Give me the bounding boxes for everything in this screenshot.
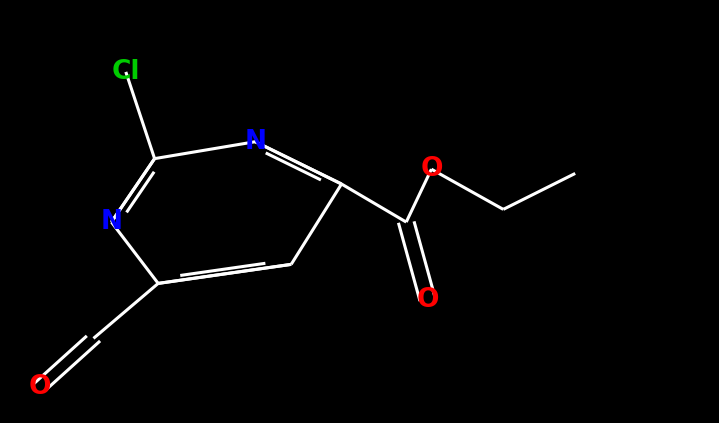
Text: O: O <box>416 287 439 313</box>
Text: O: O <box>28 374 51 400</box>
Text: O: O <box>420 156 443 182</box>
Text: Cl: Cl <box>111 59 140 85</box>
Text: N: N <box>244 129 266 155</box>
Text: N: N <box>101 209 122 235</box>
